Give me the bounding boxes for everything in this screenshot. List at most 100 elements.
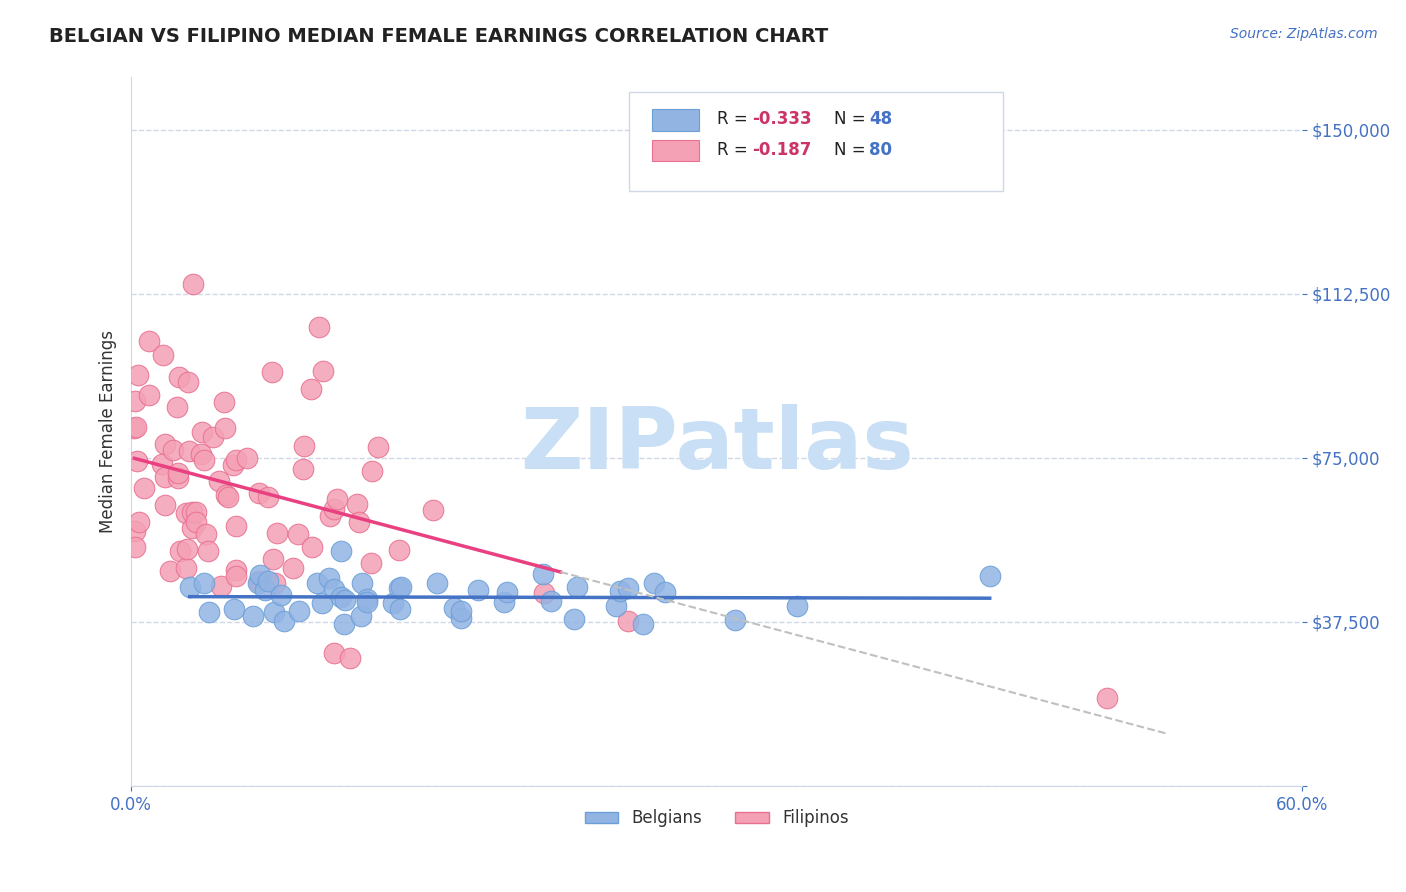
Filipinos [162,443,184,458]
Text: -0.187: -0.187 [752,141,811,159]
Filipinos [166,400,188,414]
Filipinos [308,320,330,334]
Belgians [318,570,340,584]
Filipinos [174,506,197,520]
Filipinos [292,462,315,476]
Filipinos [301,540,323,554]
Filipinos [167,370,190,384]
Belgians [333,592,356,607]
Filipinos [201,430,224,444]
Filipinos [222,458,245,473]
Belgians [389,601,412,615]
Belgians [254,582,277,597]
Belgians [387,581,409,595]
Filipinos [360,556,382,570]
Filipinos [124,393,146,408]
Belgians [605,599,627,613]
Filipinos [323,501,346,516]
Filipinos [153,470,176,484]
Filipinos [617,614,640,628]
Belgians [179,580,201,594]
Belgians [562,612,585,626]
Filipinos [193,452,215,467]
Filipinos [236,451,259,466]
Filipinos [152,348,174,362]
Text: R =: R = [717,141,752,159]
Filipinos [262,552,284,566]
Filipinos [179,443,201,458]
Filipinos [138,387,160,401]
Filipinos [174,561,197,575]
Text: BELGIAN VS FILIPINO MEDIAN FEMALE EARNINGS CORRELATION CHART: BELGIAN VS FILIPINO MEDIAN FEMALE EARNIN… [49,27,828,45]
Filipinos [1095,691,1118,706]
Belgians [263,606,285,620]
Filipinos [128,515,150,529]
FancyBboxPatch shape [628,92,1004,191]
Legend: Belgians, Filipinos: Belgians, Filipinos [578,803,855,834]
Text: 80: 80 [869,141,891,159]
Belgians [222,602,245,616]
Belgians [467,583,489,598]
Text: -0.333: -0.333 [752,110,811,128]
Filipinos [225,453,247,467]
Filipinos [124,540,146,554]
Belgians [193,575,215,590]
Filipinos [208,474,231,488]
Filipinos [312,364,335,378]
Filipinos [225,569,247,583]
Belgians [349,609,371,624]
Belgians [617,581,640,595]
Text: 48: 48 [869,110,891,128]
Filipinos [197,544,219,558]
Text: N =: N = [834,141,870,159]
Filipinos [299,382,322,396]
Filipinos [159,564,181,578]
Filipinos [209,578,232,592]
FancyBboxPatch shape [652,110,699,130]
Filipinos [184,505,207,519]
Filipinos [287,526,309,541]
Filipinos [388,542,411,557]
Filipinos [214,421,236,435]
Filipinos [181,277,204,291]
Filipinos [169,543,191,558]
Text: N =: N = [834,110,870,128]
Filipinos [347,515,370,529]
Filipinos [367,440,389,454]
Belgians [643,576,665,591]
Filipinos [217,490,239,504]
Belgians [270,588,292,602]
Filipinos [167,471,190,485]
Belgians [631,616,654,631]
Filipinos [247,574,270,588]
Filipinos [124,419,146,434]
Filipinos [181,505,204,519]
Belgians [786,599,808,613]
Filipinos [190,446,212,460]
Filipinos [186,516,208,530]
Filipinos [247,486,270,500]
Filipinos [266,525,288,540]
Belgians [305,576,328,591]
Filipinos [191,425,214,439]
Belgians [333,616,356,631]
Filipinos [339,650,361,665]
Belgians [356,592,378,607]
Filipinos [153,436,176,450]
Belgians [979,569,1001,583]
Filipinos [292,439,315,453]
Text: R =: R = [717,110,752,128]
Filipinos [225,563,247,577]
Belgians [565,580,588,594]
Belgians [356,595,378,609]
Filipinos [195,527,218,541]
Filipinos [180,521,202,535]
Belgians [330,544,353,558]
Filipinos [281,561,304,575]
Filipinos [212,394,235,409]
Belgians [330,591,353,605]
Belgians [389,580,412,594]
Filipinos [150,457,173,471]
Filipinos [138,334,160,349]
Filipinos [257,491,280,505]
